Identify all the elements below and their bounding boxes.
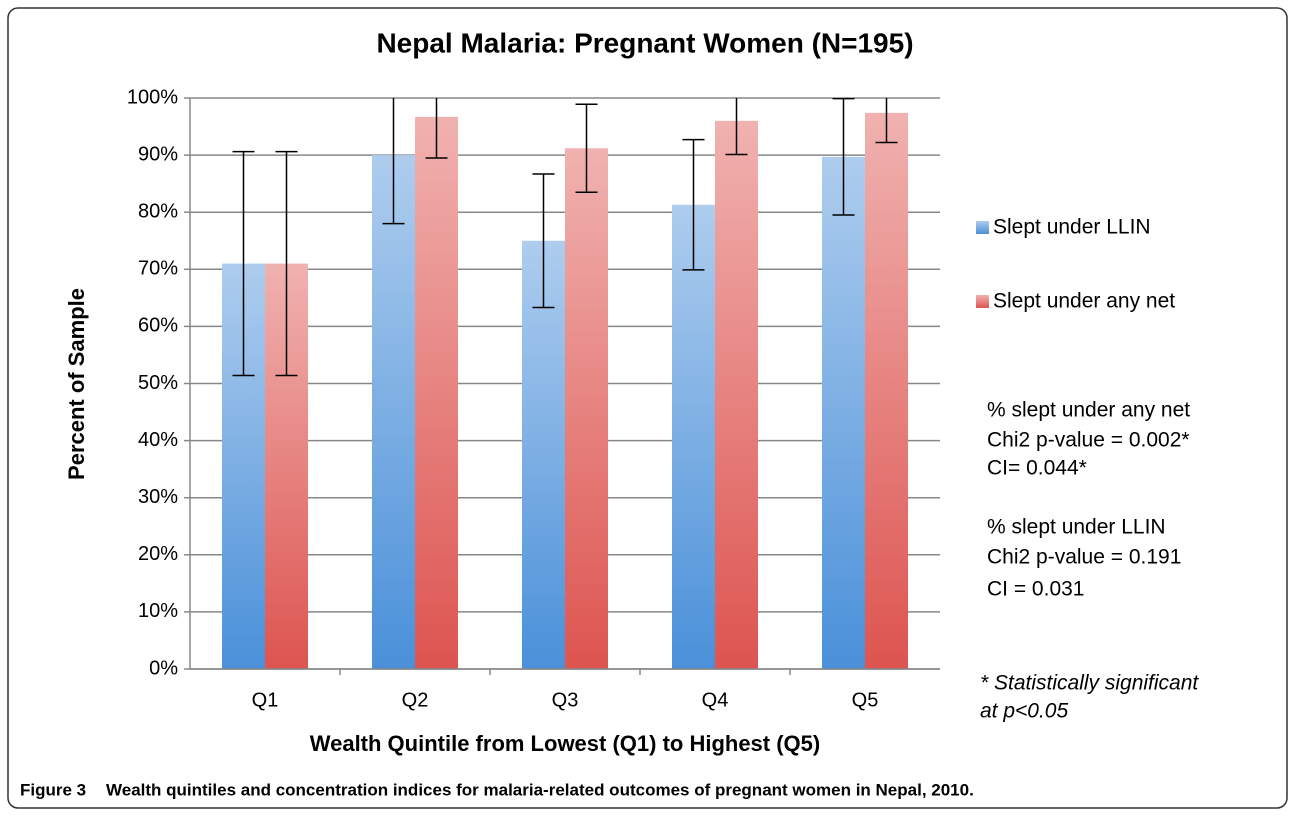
bar xyxy=(415,116,458,669)
bar xyxy=(865,112,908,669)
note: at p<0.05 xyxy=(980,700,1068,723)
x-tick-label: Q5 xyxy=(852,689,879,711)
error-bar xyxy=(875,98,898,144)
error-bar xyxy=(575,103,598,193)
bar xyxy=(522,240,565,669)
y-tick-label: 90% xyxy=(138,143,178,165)
caption-label: Figure 3 xyxy=(20,780,86,799)
annotation: CI= 0.044* xyxy=(987,457,1087,480)
y-tick-label: 100% xyxy=(127,86,178,108)
note: * Statistically significant xyxy=(980,672,1199,695)
legend-swatch xyxy=(976,221,989,234)
legend-label: Slept under any net xyxy=(993,290,1175,313)
error-bar xyxy=(275,150,298,377)
error-bar xyxy=(232,150,255,377)
legend-label: Slept under LLIN xyxy=(993,216,1151,239)
y-tick-label: 0% xyxy=(149,657,178,679)
y-tick-label: 30% xyxy=(138,486,178,508)
y-tick-label: 10% xyxy=(138,600,178,622)
annotation: Chi2 p-value = 0.191 xyxy=(987,546,1181,569)
x-tick-label: Q1 xyxy=(252,689,279,711)
x-tick-label: Q3 xyxy=(552,689,579,711)
y-tick-label: 40% xyxy=(138,429,178,451)
error-bar xyxy=(832,98,855,216)
y-tick-label: 50% xyxy=(138,372,178,394)
chart-title: Nepal Malaria: Pregnant Women (N=195) xyxy=(376,27,913,58)
error-bars xyxy=(232,98,898,377)
y-tick-label: 20% xyxy=(138,543,178,565)
y-tick-label: 70% xyxy=(138,258,178,280)
annotation: Chi2 p-value = 0.002* xyxy=(987,429,1190,452)
error-bar xyxy=(725,98,748,156)
error-bar xyxy=(382,98,405,225)
bar xyxy=(372,155,415,670)
error-bar xyxy=(532,173,555,309)
bar xyxy=(672,204,715,670)
frame xyxy=(7,7,1288,809)
y-tick-label: 60% xyxy=(138,315,178,337)
x-tick-label: Q2 xyxy=(402,689,429,711)
annotation: % slept under any net xyxy=(987,399,1190,422)
y-axis-label: Percent of Sample xyxy=(64,288,89,480)
error-bar xyxy=(425,98,448,159)
bar xyxy=(565,148,608,670)
bar xyxy=(715,120,758,670)
annotation: CI = 0.031 xyxy=(987,578,1084,601)
legend-swatch xyxy=(976,295,989,308)
error-bar xyxy=(682,138,705,271)
x-tick-label: Q4 xyxy=(702,689,729,711)
x-axis-label: Wealth Quintile from Lowest (Q1) to High… xyxy=(310,731,821,756)
annotation: % slept under LLIN xyxy=(987,516,1166,539)
caption: Wealth quintiles and concentration indic… xyxy=(106,780,974,799)
y-tick-label: 80% xyxy=(138,200,178,222)
bar xyxy=(822,156,865,670)
